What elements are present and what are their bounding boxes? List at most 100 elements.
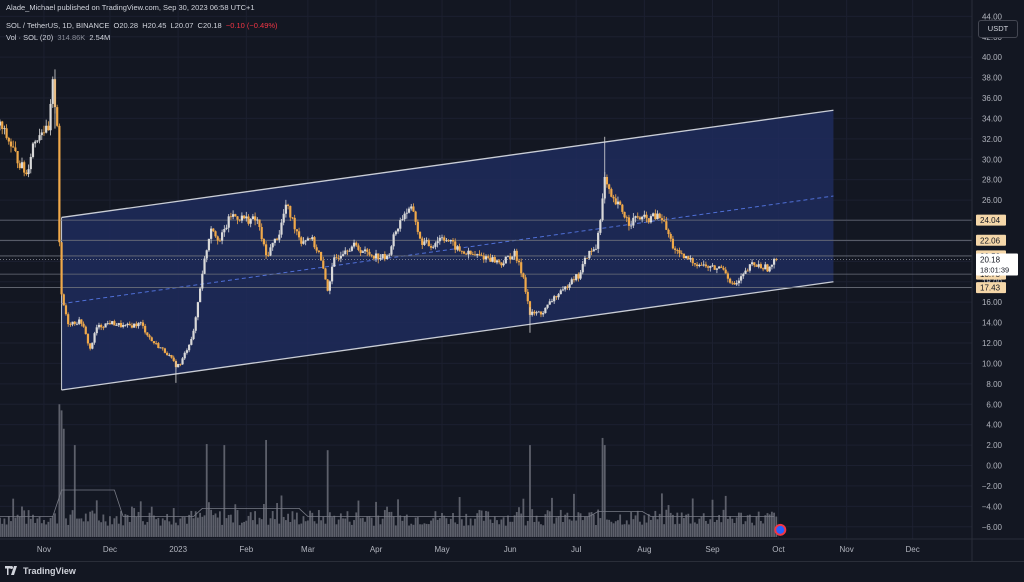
volume-bar <box>194 511 197 537</box>
candle <box>337 257 340 259</box>
candle <box>212 228 215 232</box>
volume-bar <box>201 516 204 537</box>
volume-bar <box>436 519 439 537</box>
volume-bar <box>518 507 520 537</box>
volume-bar <box>236 510 239 537</box>
candle <box>733 282 736 285</box>
candle <box>491 257 494 262</box>
volume-bar <box>148 512 151 537</box>
volume-bar <box>175 522 177 537</box>
candle <box>370 254 373 256</box>
footer-bar: TradingView <box>0 561 1024 582</box>
volume-bar <box>355 512 358 537</box>
volume-bar <box>23 510 26 537</box>
volume-bar <box>223 445 226 537</box>
candle <box>289 206 292 218</box>
volume-bar <box>144 524 147 537</box>
publish-text: Alade_Michael published on TradingView.c… <box>6 3 255 12</box>
candle <box>161 347 164 349</box>
candle <box>625 217 628 219</box>
candle <box>306 238 309 241</box>
candle <box>322 260 325 269</box>
volume-bar <box>432 518 435 537</box>
volume-bar <box>601 437 604 537</box>
candle <box>234 214 237 217</box>
volume-bar <box>401 520 404 537</box>
volume-bar <box>665 509 668 537</box>
candle <box>555 296 558 298</box>
volume-bar <box>333 515 336 537</box>
volume-bar <box>614 521 617 537</box>
volume-bar <box>214 513 217 537</box>
volume-bar <box>667 505 670 537</box>
candle <box>583 257 587 265</box>
level-tag-label: 17.43 <box>980 284 1001 293</box>
volume-bar <box>553 523 556 537</box>
volume-bar <box>267 524 270 537</box>
candle <box>20 162 24 169</box>
volume-bar <box>628 524 630 537</box>
volume-bar <box>260 519 263 537</box>
candle <box>335 257 338 259</box>
candle <box>685 256 688 259</box>
volume-bar <box>331 517 333 537</box>
volume-bar <box>282 516 285 537</box>
volume-bar <box>768 514 771 537</box>
volume-bar <box>344 518 347 537</box>
candle <box>471 254 474 256</box>
volume-bar <box>441 512 443 537</box>
tradingview-logo[interactable]: TradingView <box>5 566 76 576</box>
volume-bar <box>630 512 633 537</box>
volume-bar <box>280 495 283 537</box>
candle <box>359 249 362 253</box>
price-tick-label: 26.00 <box>982 196 1003 205</box>
candle <box>418 231 422 239</box>
volume-bar <box>192 518 195 537</box>
volume-bar <box>478 509 481 537</box>
volume-bar <box>80 518 83 537</box>
volume-bar <box>183 517 186 537</box>
price-tick-label: 2.00 <box>986 441 1002 450</box>
volume-bar <box>251 520 254 537</box>
candle <box>502 263 505 266</box>
candle <box>333 257 336 267</box>
candle <box>403 213 406 220</box>
candle <box>658 213 661 219</box>
candle <box>377 253 380 260</box>
volume-bar <box>397 499 399 537</box>
candle <box>223 229 226 233</box>
volume-bar <box>610 521 613 537</box>
candle <box>111 321 114 325</box>
candle <box>702 264 705 266</box>
candle <box>742 273 745 277</box>
volume-bar <box>289 521 292 537</box>
candle <box>269 247 272 256</box>
volume-bar <box>311 512 314 537</box>
candle <box>18 163 21 169</box>
candle <box>680 253 683 255</box>
price-tick-label: 8.00 <box>986 380 1002 389</box>
volume-bar <box>32 514 34 537</box>
level-tag-label: 22.06 <box>980 236 1001 245</box>
candle <box>693 263 697 265</box>
candle <box>119 323 123 327</box>
candle <box>137 323 140 327</box>
candle <box>553 296 556 302</box>
candle <box>696 264 699 267</box>
candle <box>726 273 730 279</box>
candle <box>647 218 650 223</box>
price-tick-label: 40.00 <box>982 53 1003 62</box>
currency-button[interactable]: USDT <box>978 20 1018 38</box>
candle <box>482 255 485 260</box>
candle <box>295 229 298 232</box>
candle <box>498 260 501 263</box>
volume-bar <box>566 512 569 537</box>
price-chart[interactable]: 44.0042.0040.0038.0036.0034.0032.0030.00… <box>0 0 1024 561</box>
price-axis-panel <box>972 0 1024 561</box>
volume-bar <box>546 510 549 537</box>
ascending-channel[interactable] <box>61 109 834 391</box>
candle <box>410 206 413 209</box>
candle <box>218 240 222 242</box>
volume-bar <box>447 523 450 537</box>
